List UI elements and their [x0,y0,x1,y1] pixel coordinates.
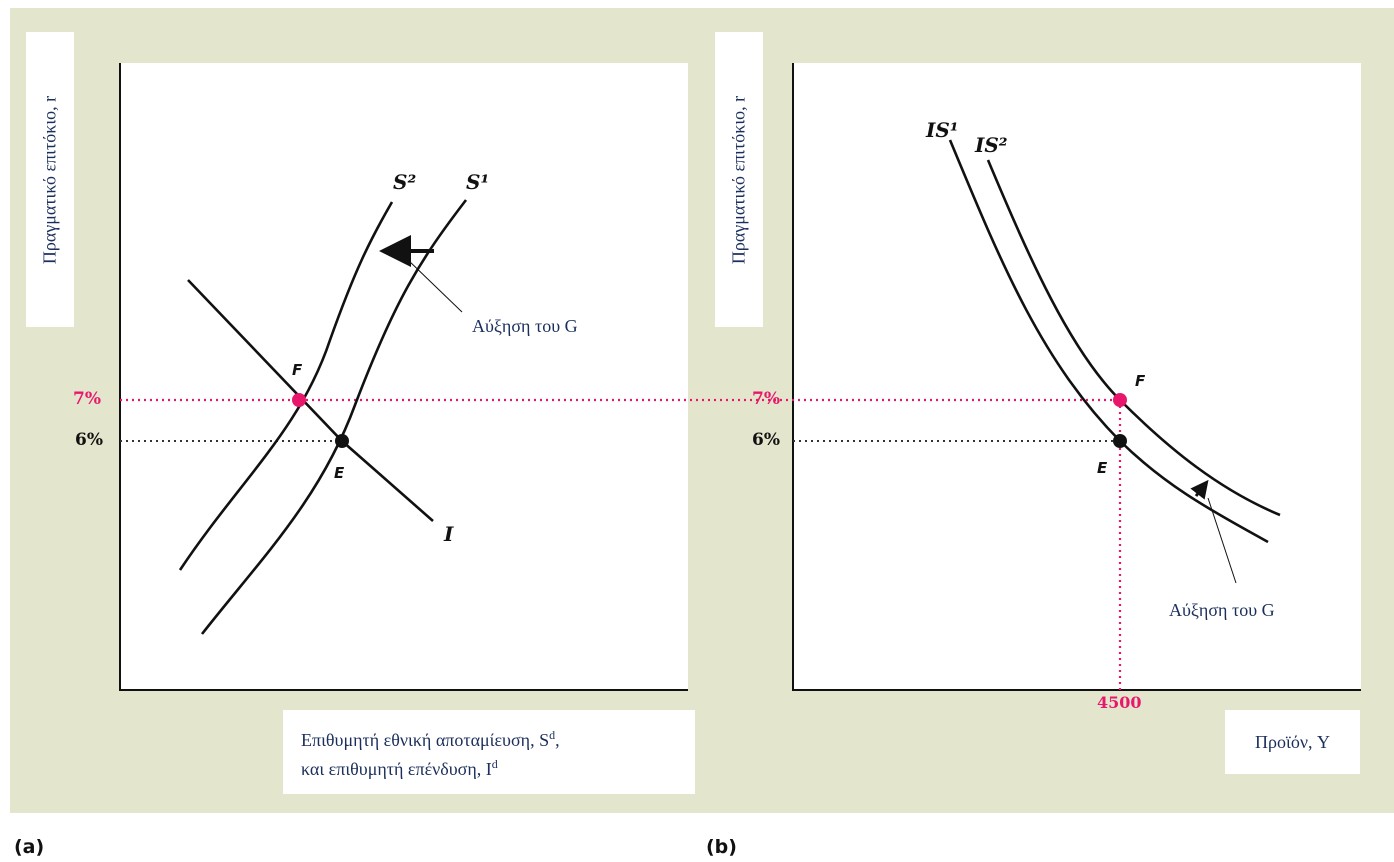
s2-label: S² [393,170,417,194]
rate-7-tick-a: 7% [73,389,101,409]
axes-a [119,63,688,691]
rate-6-tick-a: 6% [75,430,103,450]
y-axis-label-a-box: Πραγματικό επιτόκιο, r [26,32,74,327]
point-f-b [1113,393,1127,407]
shift-annotation-a: Αύξηση του G [472,316,578,336]
is2-label: IS² [975,133,1008,157]
point-f-b-label: F [1135,372,1146,390]
is2-curve [986,159,1281,517]
rate-6-tick-b: 6% [752,430,780,450]
rate-7-tick-b: 7% [752,389,780,409]
point-e-a [335,434,349,448]
axes-b [792,63,1361,691]
annotation-pointer-b [1207,497,1237,584]
is1-label: IS¹ [926,118,959,142]
saving-curve-s1 [200,199,468,635]
is1-curve [948,139,1269,544]
x-axis-label-b-box: Προϊόν, Y [1225,710,1360,774]
x-axis-label-b: Προϊόν, Y [1255,732,1330,752]
saving-curve-s2 [178,201,394,571]
x-axis-label-a-line2: και επιθυμητή επένδυση, Id [301,757,498,779]
point-f-a-label: F [292,361,303,379]
point-e-b-label: E [1097,459,1108,477]
x-axis-label-a-line1: Επιθυμητή εθνική αποταμίευση, Sd, [301,728,560,750]
s1-label: S¹ [466,170,490,194]
plot-area-b [793,63,1361,690]
point-e-a-label: E [334,464,345,482]
shift-arrow-b [1190,479,1209,500]
shift-annotation-b: Αύξηση του G [1169,600,1275,620]
i-label: I [444,522,454,546]
point-e-b [1113,434,1127,448]
panel-b-tag: (b) [706,836,737,858]
output-tick: 4500 [1097,693,1142,712]
y-axis-label-b-box: Πραγματικό επιτόκιο, r [715,32,763,327]
panel-a-tag: (a) [14,836,45,858]
x-axis-label-a: Επιθυμητή εθνική αποταμίευση, Sd, και επ… [283,710,695,794]
point-f-a [292,393,306,407]
annotation-pointer-a [406,258,463,313]
plot-area-a [120,63,688,690]
